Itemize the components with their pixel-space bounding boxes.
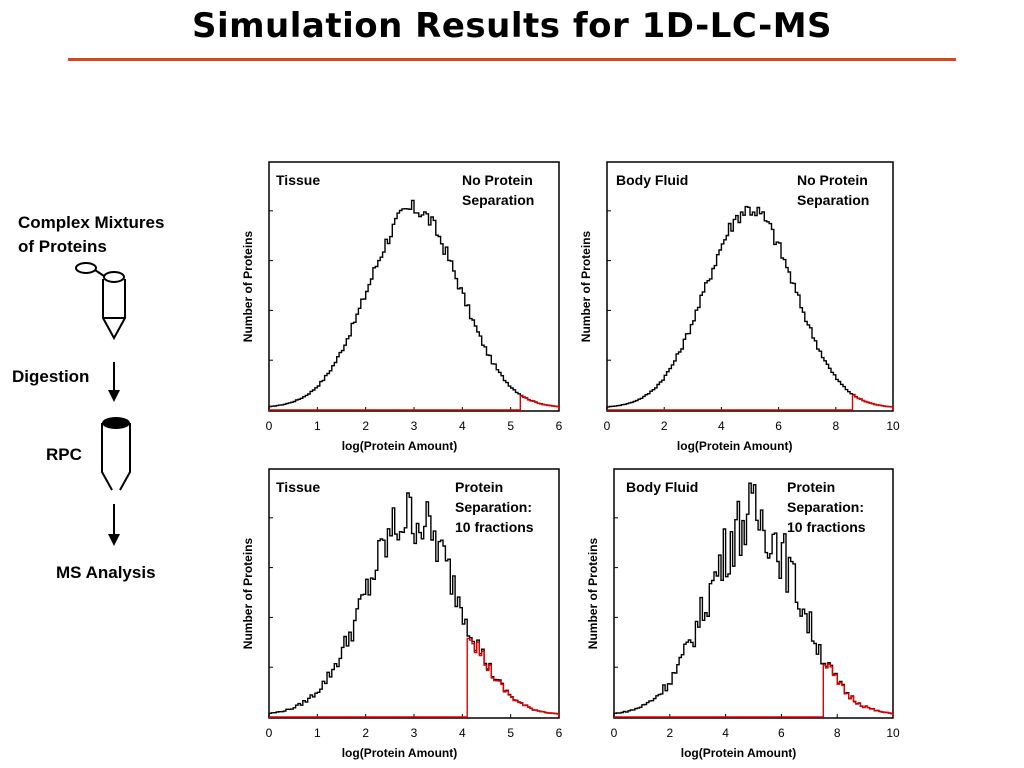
panel-note: Separation:: [787, 499, 865, 515]
x-tick-label: 8: [834, 726, 841, 740]
workflow-step-digestion: Digestion: [12, 367, 90, 386]
x-tick-label: 4: [459, 726, 466, 740]
down-arrow-icon: [108, 504, 120, 546]
x-tick-label: 0: [266, 419, 273, 433]
x-tick-label: 10: [886, 419, 900, 433]
x-tick-label: 4: [459, 419, 466, 433]
x-axis-label: log(Protein Amount): [342, 439, 458, 453]
x-tick-label: 0: [266, 726, 273, 740]
x-tick-label: 8: [832, 419, 839, 433]
x-axis-label: log(Protein Amount): [677, 439, 793, 453]
x-axis-label: log(Protein Amount): [681, 746, 797, 760]
x-tick-label: 2: [666, 726, 673, 740]
x-axis-label: log(Protein Amount): [342, 746, 458, 760]
panel-note: Separation:: [455, 499, 533, 515]
x-tick-label: 4: [722, 726, 729, 740]
sample-tube-icon: [75, 262, 126, 341]
slide-title: Simulation Results for 1D-LC-MS: [191, 6, 833, 46]
panel-note: Separation: [462, 192, 535, 208]
x-tick-label: 6: [556, 726, 563, 740]
plot-frame: [613, 468, 894, 719]
title-underline: [68, 58, 956, 61]
chart-panel: 0 2 4 6 8 10 log(Protein Amount) Number of Prot…: [579, 161, 900, 453]
chart-panel: 0 1 2 3 4 5 6 log(Protein Amount) Number of Prot…: [241, 468, 563, 760]
chart-panel: 0 1 2 3 4 5 6 log(Protein Amount) Number of Prot…: [241, 161, 563, 453]
series-identified-proteins: [269, 637, 560, 718]
y-axis-label: Number of Proteins: [579, 231, 593, 343]
workflow-step-mixtures-line2: of Proteins: [18, 237, 107, 256]
panel-note: Protein: [455, 479, 504, 495]
panel-label: Body Fluid: [616, 172, 689, 188]
panel-note: Separation: [797, 192, 870, 208]
panel-note: 10 fractions: [455, 519, 534, 535]
x-tick-label: 0: [611, 726, 618, 740]
x-tick-label: 5: [507, 419, 514, 433]
workflow-step-rpc: RPC: [46, 445, 82, 464]
x-tick-label: 2: [362, 419, 369, 433]
panel-note: No Protein: [797, 172, 868, 188]
panel-note: No Protein: [462, 172, 533, 188]
series-identified-proteins: [607, 394, 894, 411]
workflow-step-ms: MS Analysis: [56, 563, 156, 582]
y-axis-label: Number of Proteins: [241, 538, 255, 650]
x-tick-label: 10: [886, 726, 900, 740]
down-arrow-icon: [108, 362, 120, 402]
plot-frame: [268, 468, 560, 719]
panel-note: 10 fractions: [787, 519, 866, 535]
x-tick-label: 1: [314, 726, 321, 740]
x-tick-label: 4: [718, 419, 725, 433]
x-tick-label: 3: [411, 419, 418, 433]
series-all-proteins: [268, 199, 560, 410]
x-tick-label: 0: [604, 419, 611, 433]
series-all-proteins: [606, 205, 894, 410]
chart-panel: 0 2 4 6 8 10 log(Protein Amount) Number of Prot…: [586, 468, 900, 760]
workflow-step-mixtures: Complex Mixtures: [18, 213, 165, 232]
y-axis-label: Number of Proteins: [241, 231, 255, 343]
x-tick-label: 6: [778, 726, 785, 740]
x-tick-label: 1: [314, 419, 321, 433]
panel-label: Body Fluid: [626, 479, 699, 495]
series-identified-proteins: [614, 663, 894, 718]
x-tick-label: 2: [661, 419, 668, 433]
x-tick-label: 3: [411, 726, 418, 740]
x-tick-label: 6: [556, 419, 563, 433]
panel-label: Tissue: [276, 479, 321, 495]
x-tick-label: 5: [507, 726, 514, 740]
x-tick-label: 2: [362, 726, 369, 740]
series-identified-proteins: [269, 395, 560, 411]
y-axis-label: Number of Proteins: [586, 538, 600, 650]
panel-label: Tissue: [276, 172, 321, 188]
rpc-column-icon: [101, 417, 131, 491]
x-tick-label: 6: [775, 419, 782, 433]
panel-note: Protein: [787, 479, 836, 495]
plot-frame: [606, 161, 894, 412]
